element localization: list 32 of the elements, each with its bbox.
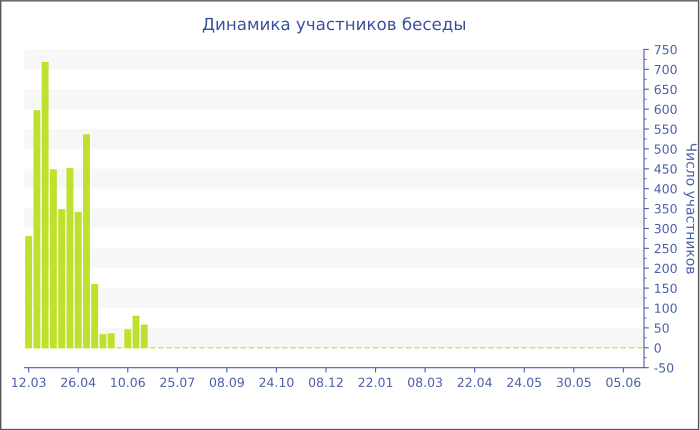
y-tick-label: 50 (654, 323, 669, 333)
x-tick-label: 24.05 (507, 378, 542, 388)
x-tick-label: 08.12 (308, 378, 343, 388)
y-tick-label: 450 (654, 164, 677, 174)
y-tick-label: 700 (654, 64, 677, 74)
x-tick-label: 24.10 (259, 378, 294, 388)
y-tick-label: 600 (654, 104, 677, 114)
y-tick-label: 250 (654, 244, 677, 254)
chart-title: Динамика участников беседы (202, 17, 466, 34)
x-tick-label: 05.06 (606, 378, 640, 388)
y-tick-label: 350 (654, 204, 677, 214)
y-tick-label: 200 (654, 264, 677, 274)
y-tick-label: 650 (654, 84, 677, 94)
y-tick-label: -50 (654, 363, 674, 373)
y-tick-label: 400 (654, 184, 677, 194)
x-tick-label: 26.04 (61, 378, 96, 388)
x-tick-label: 22.04 (458, 378, 492, 388)
y-tick-label: 100 (655, 303, 677, 313)
x-tick-label: 25.07 (160, 378, 194, 388)
x-tick-label: 12.03 (12, 378, 46, 388)
x-tick-label: 22.01 (358, 378, 392, 388)
y-axis-title: Число участников (684, 144, 697, 274)
y-tick-label: 750 (654, 44, 677, 54)
y-tick-label: 500 (654, 144, 677, 154)
y-tick-label: 300 (654, 224, 677, 234)
y-tick-label: 550 (654, 124, 677, 134)
y-tick-label: 150 (655, 284, 677, 294)
y-tick-label: 0 (654, 343, 661, 353)
x-tick-label: 08.03 (408, 378, 442, 388)
x-tick-label: 08.09 (210, 378, 244, 388)
x-tick-label: 10.06 (111, 378, 145, 388)
x-tick-label: 30.05 (556, 378, 591, 388)
